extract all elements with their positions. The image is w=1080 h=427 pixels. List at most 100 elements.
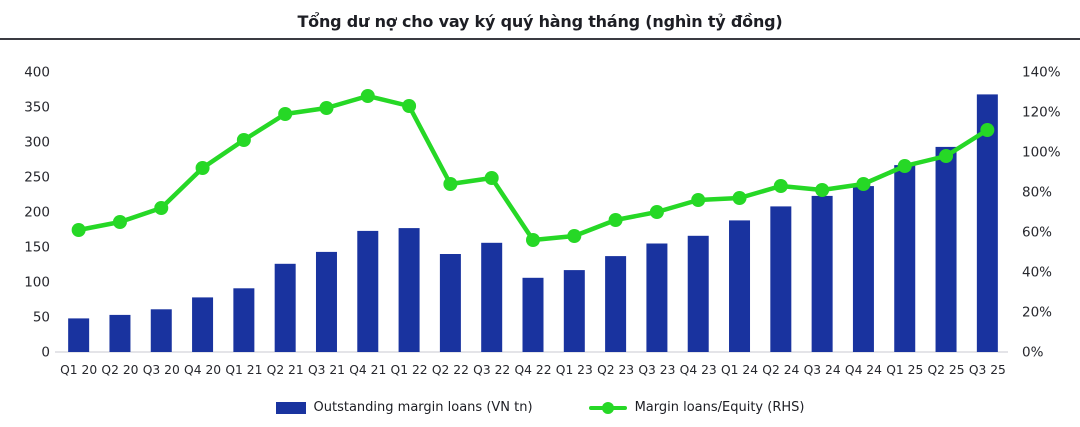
line-point-q2-23 [608,213,623,227]
line-point-q3-24 [815,183,830,197]
line-point-q3-25 [980,123,995,137]
x-axis-label: Q4 22 [514,363,551,377]
bar-q2-20 [109,314,131,352]
line-point-q2-25 [939,149,954,163]
x-axis-label: Q2 22 [432,363,469,377]
x-axis-label: Q4 23 [680,363,717,377]
line-point-q1-25 [897,159,912,173]
line-series-marker-dot [601,401,614,414]
right-axis-tick: 60% [1022,225,1052,241]
line-point-q2-22 [443,177,458,191]
bar-q3-21 [315,251,337,352]
right-axis-tick: 0% [1022,345,1044,361]
x-axis-label: Q2 21 [267,363,304,377]
bar-q4-21 [357,230,379,352]
right-axis-tick: 40% [1022,265,1052,281]
legend-label-line: Margin loans/Equity (RHS) [634,400,805,415]
bar-q2-25 [935,146,957,352]
x-axis-label: Q2 23 [597,363,634,377]
bar-q4-23 [687,235,709,352]
legend-item-outstanding-margin-loans: Outstanding margin loans (VN tn) [275,400,533,415]
chart-legend: Outstanding margin loans (VN tn) Margin … [0,388,1080,427]
line-point-q4-24 [856,177,871,191]
x-axis-label: Q3 23 [638,363,675,377]
line-point-q3-22 [484,171,499,185]
x-axis-label: Q3 24 [804,363,841,377]
x-axis-label: Q4 20 [184,363,221,377]
bar-q2-23 [605,256,627,352]
line-point-q2-24 [773,179,788,193]
x-axis-label: Q1 20 [60,363,97,377]
line-point-q1-22 [402,99,417,113]
margin-loans-combo-chart: 0 50 100 150 200 250 300 350 400 0% 20% 40% 60% 80% 10… [24,65,1061,378]
margin-loans-equity-line [76,93,990,243]
legend-label-bars: Outstanding margin loans (VN tn) [313,400,533,415]
left-axis-tick: 300 [24,135,50,151]
left-axis-tick: 100 [24,275,50,291]
right-axis-tick: 80% [1022,185,1052,201]
bar-q2-24 [770,206,792,352]
x-axis-label: Q4 21 [349,363,386,377]
x-axis-label: Q3 21 [308,363,345,377]
bar-q3-23 [646,243,668,352]
x-axis-label: Q3 22 [473,363,510,377]
line-point-q4-23 [691,193,706,207]
bar-series-swatch [275,401,306,414]
right-axis-tick: 120% [1022,105,1061,121]
line-point-q1-20 [71,223,86,237]
x-axis-label: Q2 25 [928,363,965,377]
bar-q3-25 [976,94,998,353]
bar-q4-22 [522,277,544,352]
bar-q4-20 [192,297,214,352]
right-axis-tick: 20% [1022,305,1052,321]
chart-area: 0 50 100 150 200 250 300 350 400 0% 20% 40% 60% 80% 10… [0,40,1080,388]
x-axis-label: Q1 23 [556,363,593,377]
left-axis-tick: 150 [24,240,50,256]
bar-q2-21 [274,263,296,352]
left-axis-tick: 350 [24,100,50,116]
x-axis-label: Q1 22 [391,363,428,377]
x-axis-label: Q3 25 [969,363,1006,377]
line-point-q3-20 [154,201,169,215]
line-point-q1-23 [567,229,582,243]
bar-q3-24 [811,195,833,352]
line-series-swatch [588,401,627,414]
chart-header: Tổng dư nợ cho vay ký quý hàng tháng (ng… [0,0,1080,40]
bar-q1-22 [398,228,420,352]
left-axis-tick: 400 [24,65,50,81]
x-axis-label: Q1 25 [886,363,923,377]
right-axis-tick: 100% [1022,145,1061,161]
line-point-q2-21 [278,107,293,121]
x-axis-label: Q1 21 [225,363,262,377]
bar-q2-22 [439,254,461,352]
left-axis-tick: 200 [24,205,50,221]
bar-q1-25 [894,165,916,352]
line-point-q4-22 [526,233,540,247]
x-axis-label: Q3 20 [143,363,180,377]
x-axis-label: Q2 20 [101,363,138,377]
bar-q1-21 [233,288,255,352]
bar-q4-24 [852,186,874,352]
bar-q3-20 [150,309,172,352]
left-axis-tick: 50 [33,310,50,326]
bar-q1-24 [729,220,751,352]
line-point-q4-20 [195,161,210,175]
line-point-q1-21 [236,133,251,147]
line-point-q1-24 [732,191,747,205]
right-axis-tick: 140% [1022,65,1061,81]
x-axis-label: Q2 24 [762,363,799,377]
bar-q1-23 [563,270,585,352]
legend-item-margin-loans-equity: Margin loans/Equity (RHS) [588,400,805,415]
line-point-q4-21 [360,89,375,103]
line-point-q3-23 [649,205,664,219]
line-point-q2-20 [112,215,127,229]
x-axis-label: Q1 24 [721,363,758,377]
x-axis-label: Q4 24 [845,363,882,377]
bar-q3-22 [481,242,503,352]
left-axis-tick: 0 [41,345,50,361]
left-axis-tick: 250 [24,170,50,186]
line-point-q3-21 [319,101,334,115]
chart-title: Tổng dư nợ cho vay ký quý hàng tháng (ng… [297,11,783,31]
bar-q1-20 [68,318,90,352]
